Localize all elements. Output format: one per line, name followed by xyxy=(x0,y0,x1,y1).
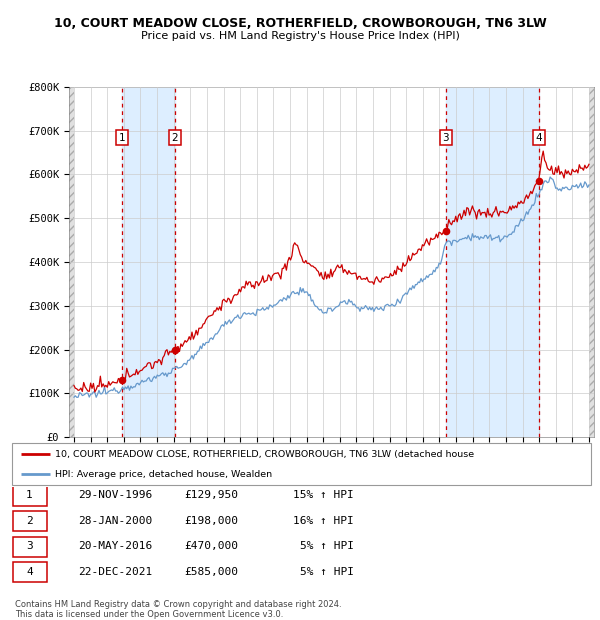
Text: 5% ↑ HPI: 5% ↑ HPI xyxy=(299,567,353,577)
FancyBboxPatch shape xyxy=(13,511,47,531)
Text: 22-DEC-2021: 22-DEC-2021 xyxy=(79,567,153,577)
Bar xyxy=(122,87,175,437)
Text: Contains HM Land Registry data © Crown copyright and database right 2024.
This d: Contains HM Land Registry data © Crown c… xyxy=(15,600,341,619)
Text: 3: 3 xyxy=(442,133,449,143)
Text: 10, COURT MEADOW CLOSE, ROTHERFIELD, CROWBOROUGH, TN6 3LW: 10, COURT MEADOW CLOSE, ROTHERFIELD, CRO… xyxy=(53,17,547,30)
Text: 4: 4 xyxy=(26,567,33,577)
Text: 20-MAY-2016: 20-MAY-2016 xyxy=(79,541,153,551)
Text: 3: 3 xyxy=(26,541,33,551)
Text: £129,950: £129,950 xyxy=(184,490,238,500)
FancyBboxPatch shape xyxy=(13,536,47,557)
Text: 28-JAN-2000: 28-JAN-2000 xyxy=(79,516,153,526)
Bar xyxy=(69,87,74,437)
Text: 1: 1 xyxy=(26,490,33,500)
Text: 2: 2 xyxy=(172,133,178,143)
Bar xyxy=(446,87,539,437)
Bar xyxy=(589,87,594,437)
Text: 29-NOV-1996: 29-NOV-1996 xyxy=(79,490,153,500)
Text: 4: 4 xyxy=(535,133,542,143)
Text: 5% ↑ HPI: 5% ↑ HPI xyxy=(299,541,353,551)
Text: HPI: Average price, detached house, Wealden: HPI: Average price, detached house, Weal… xyxy=(55,470,272,479)
Text: 1: 1 xyxy=(119,133,125,143)
FancyBboxPatch shape xyxy=(13,485,47,506)
Text: £585,000: £585,000 xyxy=(184,567,238,577)
FancyBboxPatch shape xyxy=(13,562,47,582)
Text: 2: 2 xyxy=(26,516,33,526)
Text: £470,000: £470,000 xyxy=(184,541,238,551)
Text: 10, COURT MEADOW CLOSE, ROTHERFIELD, CROWBOROUGH, TN6 3LW (detached house: 10, COURT MEADOW CLOSE, ROTHERFIELD, CRO… xyxy=(55,450,475,459)
Text: £198,000: £198,000 xyxy=(184,516,238,526)
Text: 15% ↑ HPI: 15% ↑ HPI xyxy=(293,490,353,500)
Text: Price paid vs. HM Land Registry's House Price Index (HPI): Price paid vs. HM Land Registry's House … xyxy=(140,31,460,41)
Text: 16% ↑ HPI: 16% ↑ HPI xyxy=(293,516,353,526)
